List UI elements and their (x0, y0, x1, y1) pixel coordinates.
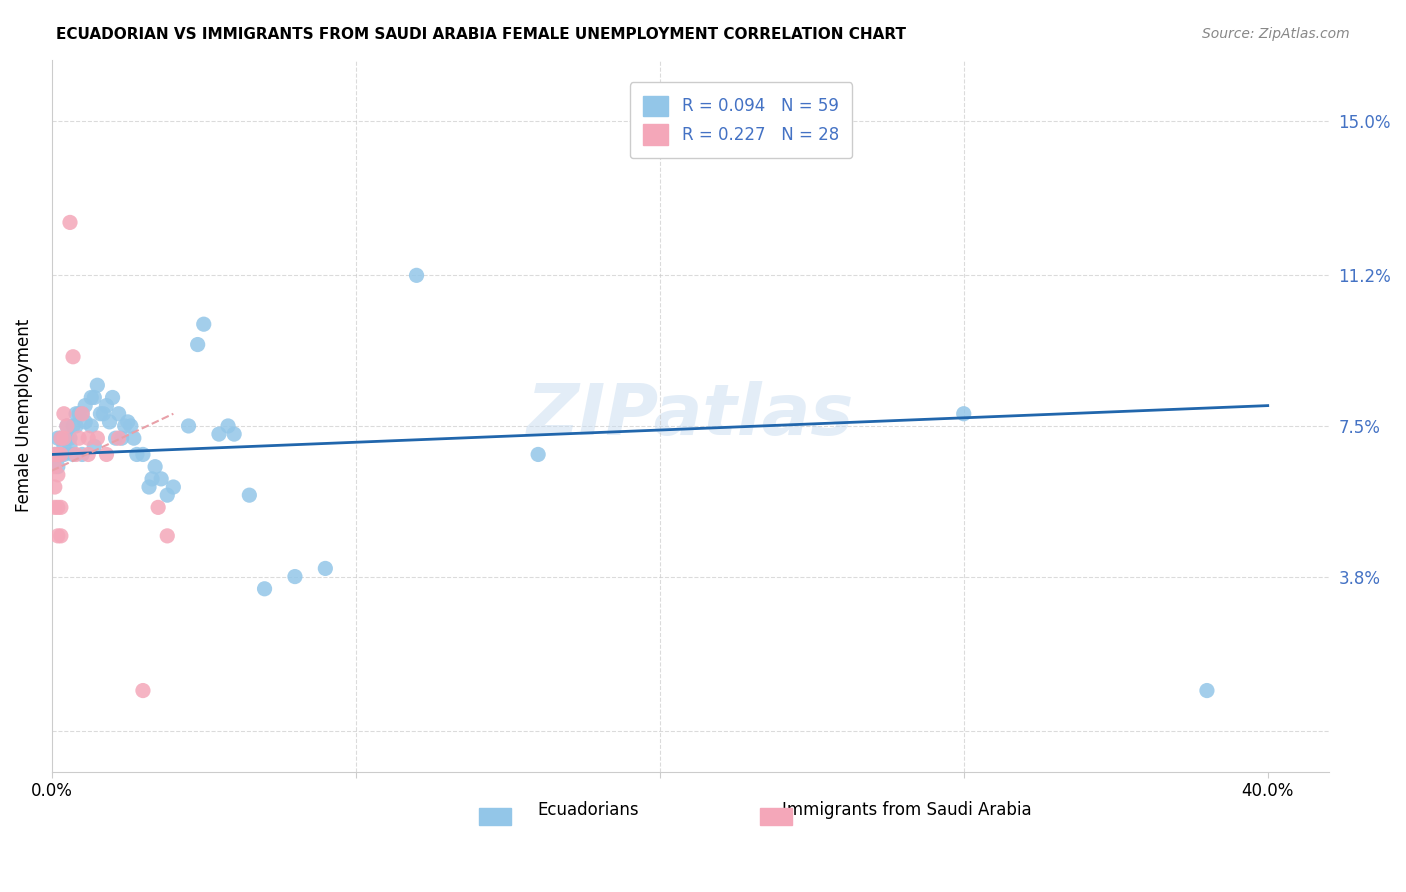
Text: Immigrants from Saudi Arabia: Immigrants from Saudi Arabia (782, 801, 1032, 819)
Point (284, 569, 307, 583)
Point (46, 459, 69, 474)
Point (162, 480, 184, 494)
Point (96, 399, 118, 413)
Y-axis label: Female Unemployment: Female Unemployment (15, 319, 32, 512)
Point (238, 488, 260, 502)
Point (56, 431, 79, 445)
Point (104, 431, 127, 445)
Point (156, 488, 179, 502)
Point (117, 415, 139, 429)
Point (208, 427, 231, 442)
Point (65, 407, 87, 421)
Point (96, 447, 118, 461)
Point (224, 427, 246, 442)
Legend: R = 0.094   N = 59, R = 0.227   N = 28: R = 0.094 N = 59, R = 0.227 N = 28 (630, 82, 852, 158)
Point (56, 419, 79, 434)
Point (62, 447, 84, 461)
Point (101, 391, 124, 405)
Point (56, 419, 79, 434)
Point (405, 268, 427, 283)
Point (52, 407, 75, 421)
Point (49, 431, 72, 445)
Point (59, 431, 82, 445)
FancyBboxPatch shape (479, 807, 512, 825)
Point (46, 529, 69, 543)
Point (52, 431, 75, 445)
Point (77, 431, 100, 445)
Point (49, 529, 72, 543)
Point (65, 447, 87, 461)
Point (156, 529, 179, 543)
Point (59, 439, 82, 453)
Point (122, 431, 145, 445)
Point (253, 582, 276, 596)
Point (59, 215, 82, 229)
Point (77, 447, 100, 461)
Point (146, 500, 169, 515)
Point (150, 472, 173, 486)
FancyBboxPatch shape (761, 807, 793, 825)
Point (125, 447, 148, 461)
Point (80, 391, 103, 405)
Point (89, 407, 111, 421)
Point (67, 407, 90, 421)
Text: ECUADORIAN VS IMMIGRANTS FROM SAUDI ARABIA FEMALE UNEMPLOYMENT CORRELATION CHART: ECUADORIAN VS IMMIGRANTS FROM SAUDI ARAB… (56, 27, 907, 42)
Point (83, 391, 105, 405)
Point (177, 419, 200, 434)
Point (44, 480, 66, 494)
Point (75, 415, 97, 429)
Point (132, 447, 155, 461)
Point (138, 480, 160, 494)
Point (46, 467, 69, 482)
Point (107, 407, 129, 421)
Point (952, 407, 974, 421)
Point (44, 447, 66, 461)
Point (187, 337, 209, 351)
Point (75, 399, 97, 413)
Point (86, 378, 108, 392)
Point (86, 431, 108, 445)
Point (44, 500, 66, 515)
Point (70, 447, 93, 461)
Point (141, 472, 163, 486)
Point (49, 447, 72, 461)
Point (80, 419, 103, 434)
Point (70, 407, 93, 421)
Point (52, 447, 75, 461)
Point (143, 459, 166, 474)
Point (46, 447, 69, 461)
Point (120, 419, 142, 434)
Point (62, 350, 84, 364)
Point (107, 431, 129, 445)
Point (46, 431, 69, 445)
Point (67, 431, 90, 445)
Point (62, 419, 84, 434)
Point (111, 431, 134, 445)
Point (527, 447, 550, 461)
Point (49, 447, 72, 461)
Point (314, 561, 336, 575)
Text: Source: ZipAtlas.com: Source: ZipAtlas.com (1202, 27, 1350, 41)
Point (217, 419, 239, 434)
Point (52, 439, 75, 453)
Text: Ecuadorians: Ecuadorians (537, 801, 638, 819)
Point (132, 683, 155, 698)
Point (70, 407, 93, 421)
Point (46, 500, 69, 515)
Point (65, 419, 87, 434)
Point (49, 500, 72, 515)
Point (114, 419, 136, 434)
Point (44, 459, 66, 474)
Text: ZIPatlas: ZIPatlas (526, 381, 853, 450)
Point (93, 407, 115, 421)
Point (98, 415, 121, 429)
Point (1195, 683, 1218, 698)
Point (49, 431, 72, 445)
Point (193, 317, 215, 331)
Point (44, 447, 66, 461)
Point (83, 439, 105, 453)
